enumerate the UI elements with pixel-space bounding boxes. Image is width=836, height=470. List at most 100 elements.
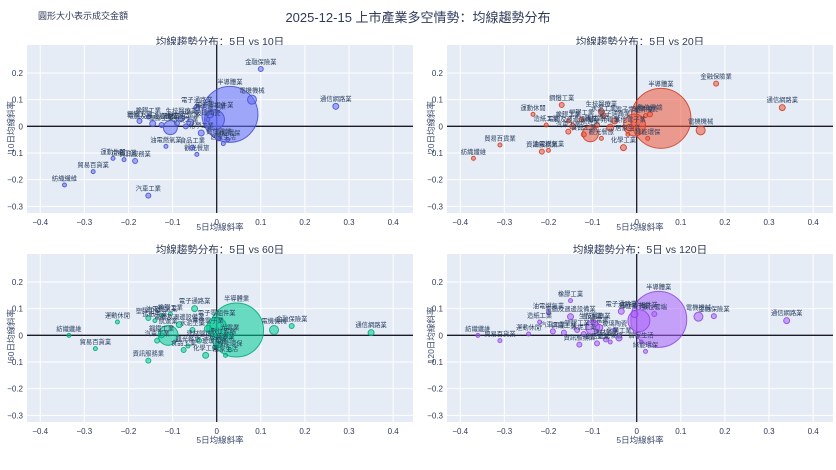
sector-bubble[interactable]: 造紙工業 (152, 318, 158, 324)
sector-bubble[interactable]: 數位雲端 (215, 135, 222, 142)
sector-bubble[interactable]: 汽車工業 (565, 128, 572, 135)
sector-bubble[interactable]: 生技醫療業 (177, 114, 185, 122)
sector-bubble[interactable]: 電機機械 (693, 311, 704, 322)
sector-bubble[interactable]: 其他電子業 (203, 324, 212, 333)
sector-bubble[interactable]: 紡織纖維 (61, 182, 67, 188)
sector-bubble[interactable]: 生技醫療業 (591, 319, 599, 327)
sector-bubble[interactable]: 塑膠工業 (145, 315, 152, 321)
sector-bubble[interactable]: 通信網路業 (783, 317, 791, 325)
plot-area-5v20[interactable]: −0.4 −0.3 −0.2 −0.1 0 0.1 0.2 0.3 0.4 0.2 0.1 0 −0.1… (423, 43, 833, 233)
sector-bubble[interactable]: 光電業 (606, 123, 615, 132)
sector-bubble[interactable]: 資訊服務業 (576, 341, 583, 348)
sector-bubble[interactable]: 電機機械 (246, 94, 257, 105)
sector-bubble[interactable]: 觀光餐旅 (598, 135, 604, 141)
sector-bubble[interactable]: 貿易百貨業 (92, 346, 98, 352)
sector-bubble[interactable]: 化學工業 (619, 144, 627, 152)
sector-bubble[interactable]: 光電業 (225, 331, 234, 340)
sector-bubble[interactable]: 紡織纖維 (66, 332, 72, 338)
sector-bubble[interactable]: 油電燃氣業 (545, 147, 551, 153)
sector-bubble[interactable]: 汽車工業 (154, 337, 161, 344)
sector-bubble[interactable]: 玻璃陶瓷 (205, 117, 211, 123)
sector-bubble[interactable]: 金融保險業 (257, 66, 264, 72)
sector-bubble[interactable]: 光電業 (186, 118, 195, 127)
sector-bubble[interactable]: 貿易百貨業 (497, 142, 503, 148)
sector-bubble[interactable]: 汽車工業 (145, 192, 152, 199)
sector-bubble[interactable]: 電子通路業 (191, 305, 199, 313)
sector-bubble[interactable]: 通信網路業 (367, 329, 375, 337)
sector-bubble[interactable]: 數位雲端 (220, 335, 227, 341)
sector-bubble[interactable]: 玻璃陶瓷 (643, 113, 649, 119)
sector-bubble[interactable]: 鋼鐵工業 (558, 102, 565, 108)
sector-bubble[interactable]: 電機機械 (269, 325, 280, 335)
sector-bubble[interactable]: 金融保險業 (288, 323, 295, 329)
sector-bubble[interactable]: 油電燃氣業 (163, 143, 169, 149)
sector-bubble[interactable]: 紡織纖維 (470, 155, 476, 161)
sector-bubble[interactable]: 水泥工業 (189, 327, 196, 333)
sector-bubble[interactable]: 電子通路業 (617, 307, 625, 315)
sector-bubble[interactable]: 通信網路業 (778, 104, 786, 112)
sector-bubble[interactable]: 金融保險業 (710, 313, 717, 320)
sector-bubble[interactable]: 油電燃氣業 (545, 310, 551, 316)
sector-bubble[interactable]: 油電燃氣業 (159, 312, 165, 318)
sector-bubble[interactable]: 電子通路業 (193, 104, 201, 112)
sector-bubble[interactable]: 紡織纖維 (475, 332, 481, 338)
sector-bubble[interactable]: 鋼鐵工業 (136, 118, 143, 124)
sector-bubble[interactable]: 食品工業 (180, 347, 187, 353)
sector-bubble[interactable]: 電子通路業 (611, 117, 619, 125)
plot-area-5v120[interactable]: −0.4 −0.3 −0.2 −0.1 0 0.1 0.2 0.3 0.4 0.2 0.1 0 −0.1… (423, 252, 833, 442)
plot-area-5v10[interactable]: −0.4 −0.3 −0.2 −0.1 0 0.1 0.2 0.3 0.4 0.2 0.1 0 −0.1… (3, 43, 413, 233)
sector-bubble[interactable]: 通信網路業 (332, 102, 340, 110)
sector-bubble[interactable]: 電機機械 (695, 125, 706, 136)
sector-bubble[interactable]: 觀光餐旅 (194, 151, 200, 157)
sector-bubble[interactable]: 居家生活 (220, 141, 226, 147)
sector-bubble[interactable]: 塑膠工業 (158, 122, 165, 128)
sector-bubble[interactable]: 玻璃陶瓷 (612, 327, 618, 333)
sector-bubble[interactable]: 水泥工業 (182, 123, 189, 130)
sector-bubble[interactable]: 造紙工業 (543, 122, 549, 128)
sector-bubble[interactable]: 資訊服務業 (145, 357, 152, 364)
sector-bubble[interactable]: 觀光餐旅 (607, 339, 613, 345)
sector-bubble[interactable]: 運動休閒 (110, 155, 116, 161)
sector-bubble[interactable]: 電腦及週邊設備業 (569, 122, 577, 130)
sector-bubble[interactable]: 建材營造 (593, 122, 600, 128)
sector-bubble[interactable]: 水泥工業 (600, 112, 607, 119)
sector-bubble[interactable]: 塑膠工業 (578, 116, 585, 123)
sector-bubble[interactable]: 航運業 (162, 120, 178, 136)
sector-bubble[interactable]: 電腦及週邊設備業 (175, 321, 183, 329)
sector-bubble[interactable]: 鋼鐵工業 (560, 329, 567, 336)
sector-bubble[interactable]: 塑膠工業 (574, 327, 581, 333)
sector-bubble[interactable]: 綠能環保 (643, 348, 649, 354)
sector-bubble[interactable]: 資訊服務業 (132, 158, 139, 164)
sector-bubble[interactable]: 食品工業 (189, 144, 196, 151)
sector-bubble[interactable]: 建材營造 (173, 120, 180, 127)
sector-bubble[interactable]: 數位雲端 (651, 311, 658, 317)
sector-bubble[interactable]: 汽車工業 (549, 328, 556, 335)
sector-bubble[interactable]: 水泥工業 (580, 331, 587, 337)
sector-bubble[interactable]: 鋼鐵工業 (158, 332, 165, 339)
sector-bubble[interactable]: 橡膠工業 (565, 118, 571, 124)
sector-bubble[interactable]: 航運業 (157, 324, 179, 346)
sector-bubble[interactable]: 電腦及週邊設備業 (149, 120, 157, 128)
sector-bubble[interactable]: 食品工業 (593, 340, 600, 347)
sector-bubble[interactable]: 居家生活 (625, 131, 631, 137)
sector-bubble[interactable]: 橡膠工業 (568, 298, 574, 304)
sector-bubble[interactable]: 化學工業 (197, 129, 205, 137)
sector-bubble[interactable]: 綠能環保 (645, 135, 651, 141)
sector-bubble[interactable]: 其他電子業 (630, 310, 639, 318)
sector-bubble[interactable]: 觀光餐旅 (185, 343, 191, 349)
sector-bubble[interactable]: 運動休閒 (526, 331, 532, 337)
sector-bubble[interactable]: 資訊服務業 (538, 148, 545, 155)
sector-bubble[interactable]: 運動休閒 (530, 111, 536, 117)
plot-area-5v60[interactable]: −0.4 −0.3 −0.2 −0.1 0 0.1 0.2 0.3 0.4 0.2 0.1 0 −0.1… (3, 252, 413, 442)
sector-bubble[interactable]: 建材營造 (196, 337, 203, 344)
sector-bubble[interactable]: 建材營造 (602, 336, 609, 343)
sector-bubble[interactable]: 化學工業 (202, 351, 210, 359)
sector-bubble[interactable]: 玻璃陶瓷 (211, 344, 217, 350)
sector-bubble[interactable]: 光電業 (595, 323, 604, 332)
sector-bubble[interactable]: 電腦及週邊設備業 (567, 313, 575, 321)
sector-bubble[interactable]: 金融保險業 (713, 80, 720, 87)
sector-bubble[interactable]: 其他電子業 (206, 110, 215, 119)
sector-bubble[interactable]: 其他電子業 (626, 123, 635, 132)
sector-bubble[interactable]: 綠能環保 (225, 137, 231, 143)
sector-bubble[interactable]: 造紙工業 (121, 157, 127, 163)
